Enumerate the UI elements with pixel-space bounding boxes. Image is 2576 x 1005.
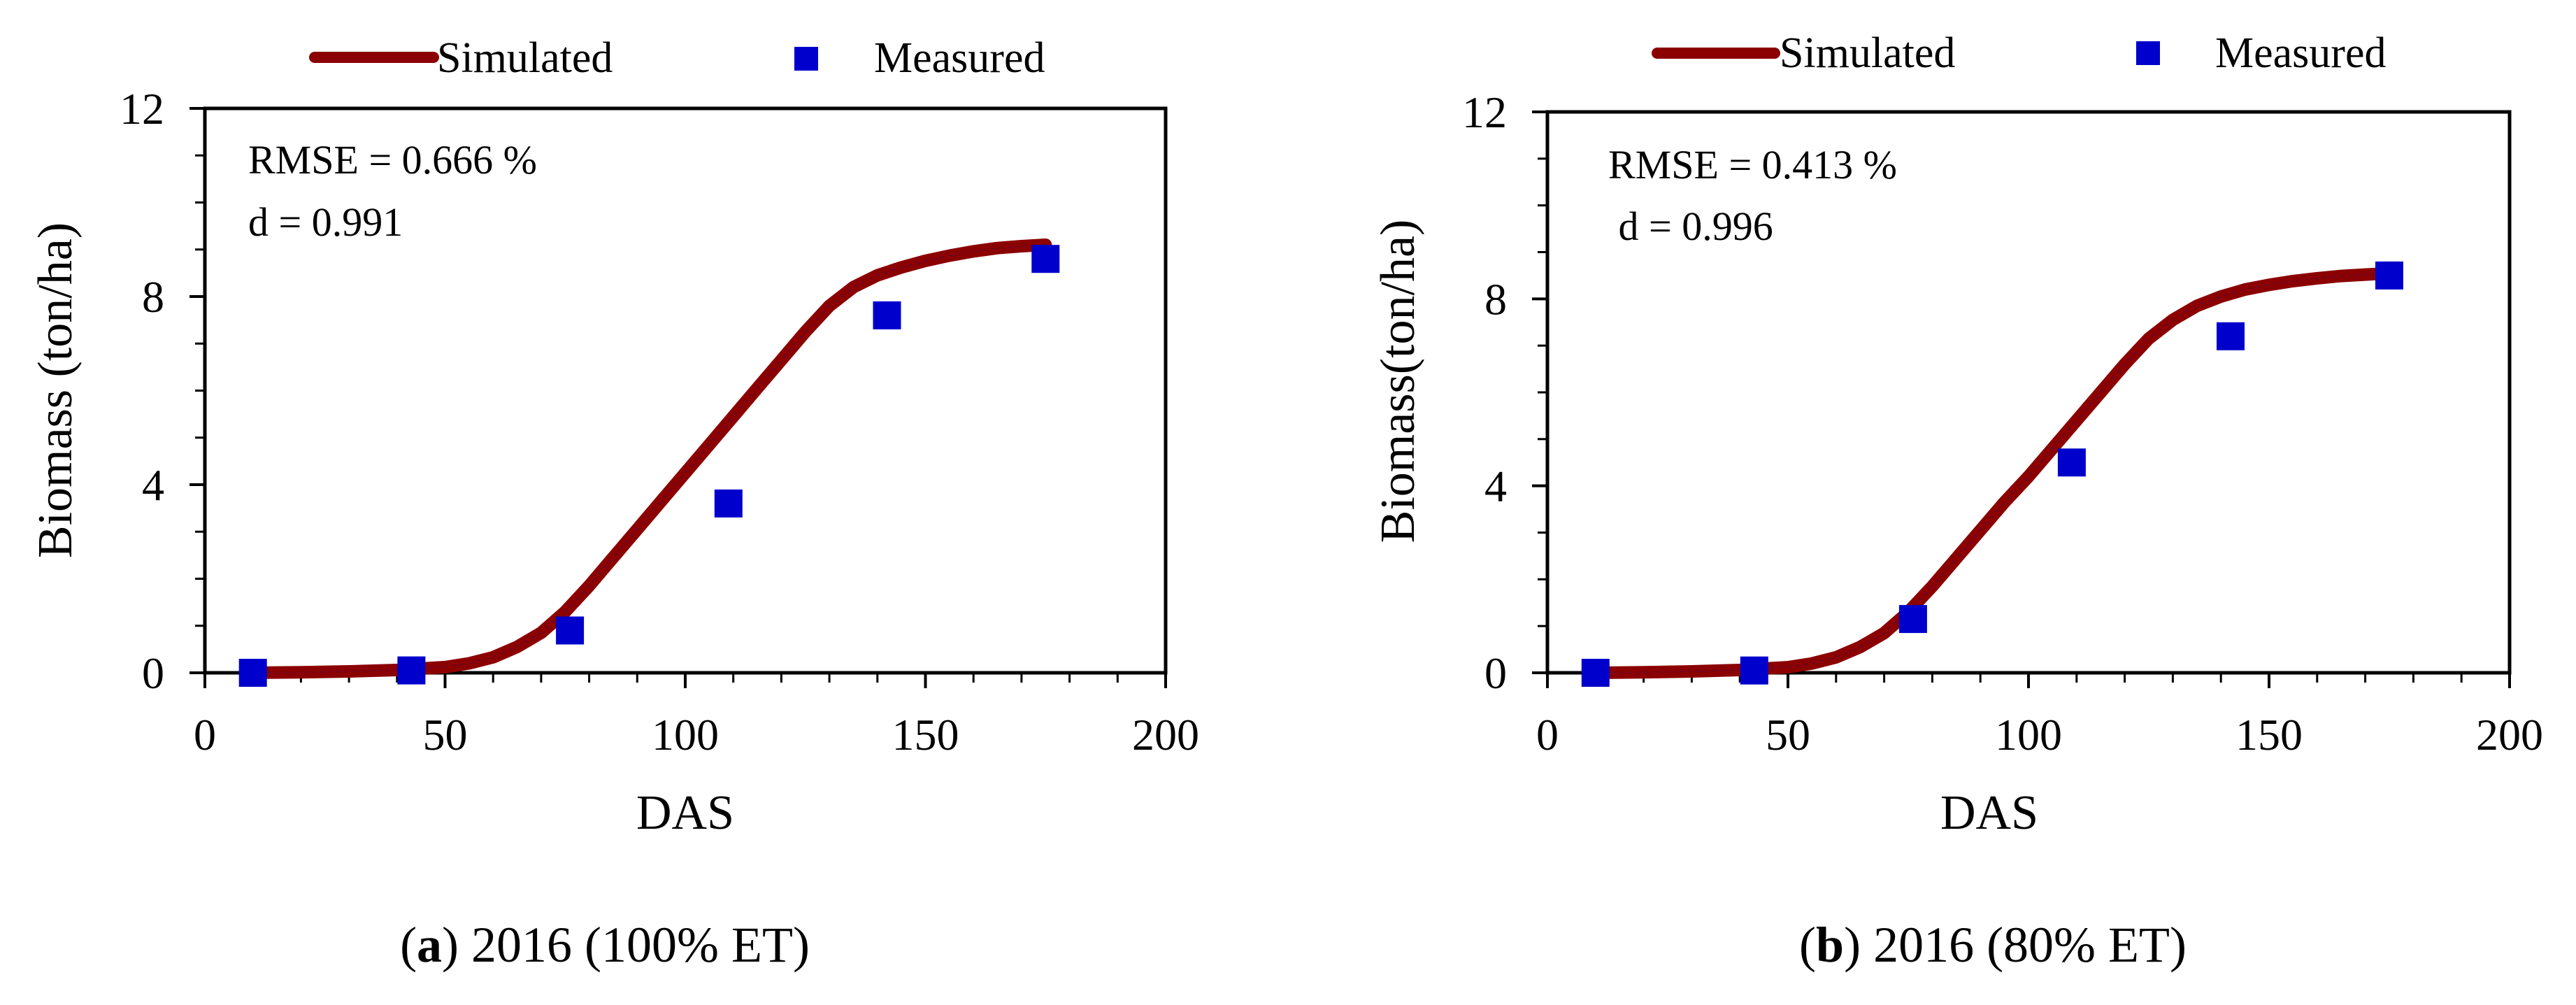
plot-area bbox=[1545, 110, 2512, 675]
measured-point bbox=[556, 616, 585, 645]
measured-point bbox=[1740, 656, 1768, 685]
measured-series bbox=[238, 245, 1060, 687]
panel-a-letter: a bbox=[417, 917, 442, 973]
panel-b-caption-text: 2016 (80% ET) bbox=[1861, 917, 2187, 973]
y-axis-label: Biomass (ton/ha) bbox=[29, 222, 83, 558]
simulated-series bbox=[1589, 266, 2396, 679]
chart-panel-a: Simulated Measured 0 50 100 150 200 0 4 8 12 RM… bbox=[29, 34, 1199, 973]
d-annotation: d = 0.996 bbox=[1608, 204, 1773, 249]
x-tick-label: 0 bbox=[1536, 710, 1559, 760]
y-axis: 0 4 8 12 bbox=[1462, 87, 1547, 698]
y-tick-label: 0 bbox=[142, 648, 164, 698]
y-tick-label: 4 bbox=[1484, 462, 1507, 511]
measured-point bbox=[873, 301, 901, 329]
y-tick-label: 4 bbox=[142, 460, 164, 510]
measured-point bbox=[2057, 448, 2086, 477]
panel-b-caption: (b) 2016 (80% ET) bbox=[1799, 917, 2187, 973]
x-tick-label: 150 bbox=[2235, 710, 2303, 760]
simulated-line bbox=[246, 238, 1052, 679]
y-tick-label: 8 bbox=[1484, 274, 1507, 324]
legend-measured-marker bbox=[2136, 41, 2160, 65]
x-tick-label: 100 bbox=[652, 710, 719, 760]
legend-simulated-label: Simulated bbox=[1780, 29, 1955, 77]
measured-series bbox=[1581, 261, 2403, 687]
measured-point bbox=[1898, 605, 1927, 634]
rmse-annotation: RMSE = 0.666 % bbox=[248, 137, 537, 183]
simulated-line-overlay bbox=[252, 244, 1046, 673]
panel-a-caption: (a) 2016 (100% ET) bbox=[400, 917, 810, 973]
legend-simulated-label: Simulated bbox=[437, 34, 613, 82]
measured-point bbox=[1581, 659, 1610, 687]
plot-area bbox=[203, 106, 1168, 675]
simulated-line-overlay bbox=[1595, 272, 2390, 673]
y-tick-label: 12 bbox=[1462, 87, 1507, 137]
simulated-line bbox=[1589, 266, 2396, 679]
x-tick-label: 200 bbox=[1132, 710, 1199, 760]
rmse-annotation: RMSE = 0.413 % bbox=[1608, 142, 1897, 187]
x-tick-label: 200 bbox=[2476, 710, 2543, 760]
x-axis-label: DAS bbox=[1940, 786, 2038, 840]
x-axis-label: DAS bbox=[636, 786, 734, 840]
x-tick-label: 100 bbox=[1995, 710, 2062, 760]
legend-measured-label: Measured bbox=[874, 34, 1045, 82]
legend-measured-label: Measured bbox=[2215, 29, 2386, 77]
x-axis: 0 50 100 150 200 bbox=[194, 673, 1199, 760]
x-tick-label: 150 bbox=[892, 710, 959, 760]
y-tick-label: 0 bbox=[1484, 648, 1507, 698]
measured-point bbox=[2217, 322, 2245, 350]
x-tick-label: 0 bbox=[194, 710, 216, 760]
panel-a-caption-text: 2016 (100% ET) bbox=[459, 917, 810, 973]
measured-point bbox=[2375, 261, 2403, 290]
simulated-series bbox=[246, 238, 1052, 679]
measured-point bbox=[397, 656, 426, 685]
x-tick-label: 50 bbox=[1766, 710, 1810, 760]
y-axis: 0 4 8 12 bbox=[120, 84, 205, 698]
y-tick-label: 12 bbox=[120, 84, 164, 134]
x-axis: 0 50 100 150 200 bbox=[1536, 673, 2543, 760]
measured-point bbox=[238, 659, 267, 687]
measured-point bbox=[1031, 245, 1060, 273]
panel-b-letter: b bbox=[1816, 917, 1844, 973]
measured-point bbox=[714, 489, 743, 518]
x-tick-label: 50 bbox=[423, 710, 468, 760]
chart-panel-b: Simulated Measured 0 50 100 150 200 0 4 8 12 RM… bbox=[1371, 29, 2543, 973]
y-axis-label: Biomass(ton/ha) bbox=[1371, 220, 1425, 543]
y-tick-label: 8 bbox=[142, 272, 164, 322]
d-annotation: d = 0.991 bbox=[248, 199, 403, 245]
legend-measured-marker bbox=[794, 47, 818, 71]
